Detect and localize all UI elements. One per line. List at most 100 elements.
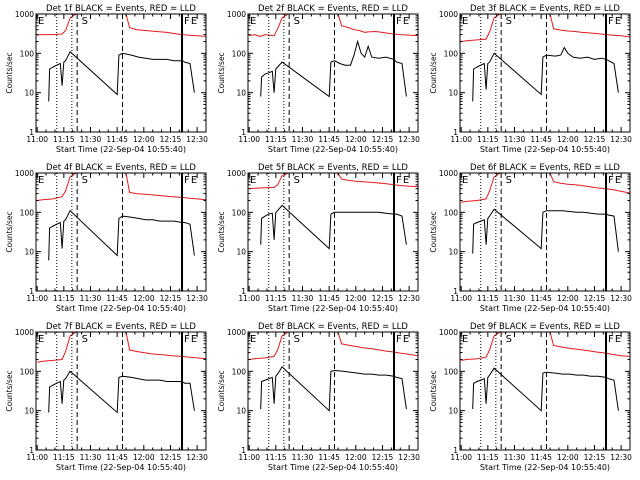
y-tick-label: 10 <box>24 407 34 416</box>
x-tick-label: 11:00 <box>26 453 48 462</box>
marker-label: E <box>615 334 621 345</box>
chart-title: Det 5f BLACK = Events, RED = LLD <box>258 163 408 173</box>
y-axis-label: Counts/sec <box>5 211 14 252</box>
marker-label: F <box>184 334 190 345</box>
marker-label: S <box>506 16 512 27</box>
x-tick-label: 11:30 <box>80 294 102 303</box>
x-tick-label: 12:15 <box>160 294 182 303</box>
x-tick-label: 11:15 <box>53 294 75 303</box>
x-tick-label: 12:30 <box>398 453 420 462</box>
marker-label: S <box>506 175 512 186</box>
events-series-line <box>48 209 195 261</box>
x-tick-label: 11:45 <box>318 453 340 462</box>
marker-label: E <box>403 334 409 345</box>
x-tick-label: 11:45 <box>530 294 552 303</box>
x-tick-label: 11:00 <box>238 135 260 144</box>
x-tick-label: 11:30 <box>292 294 314 303</box>
x-tick-label: 12:30 <box>186 294 208 303</box>
chart-title: Det 1f BLACK = Events, RED = LLD <box>46 4 196 14</box>
events-series-line <box>472 208 619 254</box>
marker-label: F <box>396 175 402 186</box>
lld-series-line <box>461 332 630 361</box>
x-tick-label: 11:30 <box>504 294 526 303</box>
y-tick-label: 100 <box>232 367 247 376</box>
x-tick-label: 11:30 <box>292 453 314 462</box>
lld-series-line <box>461 173 630 203</box>
lld-series-line <box>249 332 418 360</box>
x-tick-label: 11:15 <box>265 453 287 462</box>
x-tick-label: 11:30 <box>80 453 102 462</box>
x-axis-label: Start Time (22-Sep-04 10:55:40) <box>480 304 610 313</box>
y-tick-label: 10 <box>236 89 246 98</box>
x-tick-label: 11:00 <box>26 135 48 144</box>
plot-frame <box>459 331 631 451</box>
y-tick-label: 10 <box>236 407 246 416</box>
x-tick-label: 12:30 <box>398 294 420 303</box>
y-tick-label: 1 <box>453 446 458 455</box>
lld-series-line <box>37 14 206 37</box>
x-tick-label: 12:00 <box>133 135 155 144</box>
events-series-line <box>472 46 619 102</box>
marker-label: S <box>294 16 300 27</box>
y-tick-label: 100 <box>444 367 459 376</box>
y-tick-label: 1 <box>241 128 246 137</box>
marker-label: E <box>191 16 197 27</box>
plot-frame <box>35 331 207 451</box>
plot-frame <box>459 172 631 292</box>
x-axis-label: Start Time (22-Sep-04 10:55:40) <box>56 463 186 472</box>
marker-label: E <box>191 175 197 186</box>
marker-label: F <box>184 16 190 27</box>
x-tick-label: 12:00 <box>133 453 155 462</box>
x-tick-label: 11:45 <box>318 294 340 303</box>
y-tick-label: 10 <box>448 248 458 257</box>
y-tick-label: 100 <box>20 208 35 217</box>
marker-label: F <box>608 334 614 345</box>
y-axis-label: Counts/sec <box>429 370 438 411</box>
chart-title: Det 9f BLACK = Events, RED = LLD <box>470 322 620 332</box>
lld-series-line <box>461 14 630 42</box>
plot-frame <box>247 13 419 133</box>
x-tick-label: 11:45 <box>106 453 128 462</box>
y-tick-label: 10 <box>236 248 246 257</box>
marker-label: E <box>615 175 621 186</box>
chart-title: Det 4f BLACK = Events, RED = LLD <box>46 163 196 173</box>
y-tick-label: 10 <box>24 89 34 98</box>
y-tick-label: 1 <box>241 287 246 296</box>
marker-label: E <box>462 175 468 186</box>
x-tick-label: 11:15 <box>53 453 75 462</box>
x-tick-label: 11:30 <box>504 135 526 144</box>
lld-series-line <box>249 14 418 37</box>
lld-series-line <box>37 173 206 201</box>
y-tick-label: 1 <box>29 128 34 137</box>
x-tick-label: 12:00 <box>345 135 367 144</box>
marker-label: F <box>396 334 402 345</box>
y-tick-label: 1 <box>29 446 34 455</box>
marker-label: S <box>82 16 88 27</box>
x-tick-label: 12:30 <box>186 135 208 144</box>
y-tick-label: 100 <box>20 367 35 376</box>
marker-label: F <box>608 16 614 27</box>
plot-frame <box>247 331 419 451</box>
y-tick-label: 1000 <box>439 10 458 19</box>
y-tick-label: 100 <box>20 49 35 58</box>
y-tick-label: 1 <box>453 128 458 137</box>
y-tick-label: 100 <box>232 49 247 58</box>
marker-label: E <box>462 16 468 27</box>
y-tick-label: 100 <box>444 49 459 58</box>
y-tick-label: 10 <box>448 89 458 98</box>
x-tick-label: 12:00 <box>557 135 579 144</box>
marker-label: E <box>403 175 409 186</box>
marker-label: S <box>506 334 512 345</box>
plot-frame <box>35 13 207 133</box>
x-tick-label: 11:15 <box>477 453 499 462</box>
x-tick-label: 11:30 <box>504 453 526 462</box>
events-series-line <box>48 50 195 102</box>
x-tick-label: 12:30 <box>610 135 632 144</box>
x-tick-label: 12:15 <box>584 135 606 144</box>
x-axis-label: Start Time (22-Sep-04 10:55:40) <box>268 463 398 472</box>
plot-frame <box>459 13 631 133</box>
marker-label: F <box>184 175 190 186</box>
